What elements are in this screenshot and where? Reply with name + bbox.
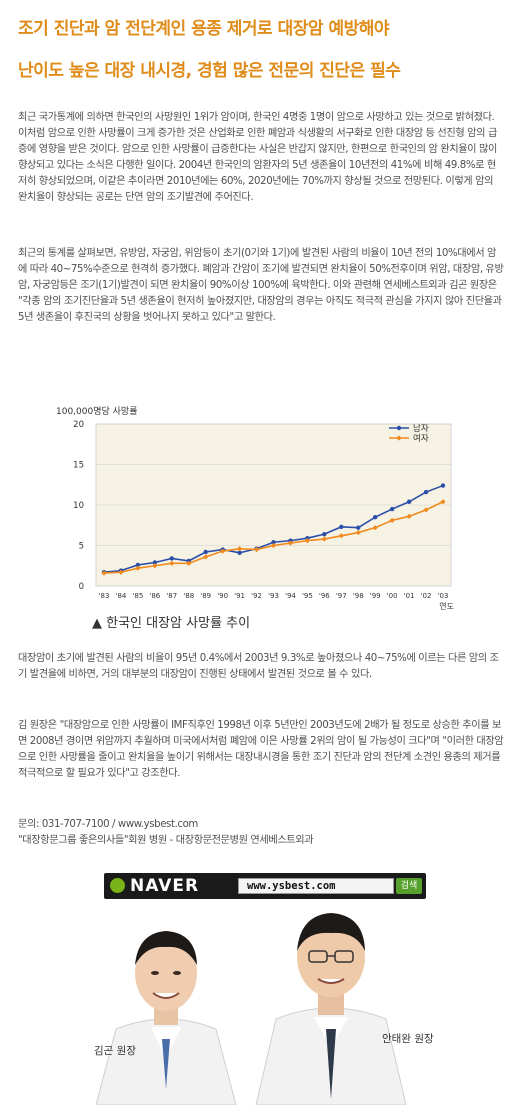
search-box[interactable]: www.ysbest.com <box>238 878 394 894</box>
data-point <box>237 546 243 552</box>
y-tick-label: 0 <box>79 582 84 592</box>
data-point <box>423 489 429 495</box>
contact-info: 문의: 031-707-7100 / www.ysbest.com "대장항문그… <box>18 817 504 849</box>
data-point <box>169 556 174 561</box>
y-tick-label: 10 <box>73 501 84 511</box>
contact-line-2: "대장항문그룹 좋은의사들"회원 병원 - 대장항문전문병원 연세베스트외과 <box>18 835 314 846</box>
chart-grid <box>95 423 452 587</box>
chart-caption: ▲ 한국인 대장암 사망률 추이 <box>92 616 251 631</box>
legend-label: 여자 <box>413 433 429 444</box>
legend-label: 남자 <box>413 424 429 434</box>
x-tick-label: '87 <box>166 592 177 600</box>
x-tick-label: '01 <box>404 592 415 600</box>
naver-logo: NAVER <box>130 876 200 896</box>
x-tick-label: '92 <box>251 592 262 600</box>
data-point <box>406 499 412 504</box>
contact-line-1: 문의: 031-707-7100 / www.ysbest.com <box>18 819 198 830</box>
article-paragraph-4: 김 원장은 "대장암으로 인한 사망률이 IMF직후인 1998년 이후 5년만… <box>18 720 504 779</box>
legend-marker <box>396 435 402 441</box>
data-point <box>186 560 192 566</box>
article-paragraph-3: 대장암이 초기에 발견된 사람의 비율이 95년 0.4%에서 2003년 9.… <box>18 653 499 680</box>
data-point <box>270 542 277 549</box>
y-tick-label: 5 <box>79 542 84 552</box>
y-tick-label: 15 <box>73 461 84 471</box>
x-tick-label: '97 <box>336 592 347 600</box>
x-tick-label: '93 <box>268 592 279 600</box>
article-paragraph-1: 최근 국가통계에 의하면 한국인의 사망원인 1위가 암이며, 한국인 4명중 … <box>18 112 497 203</box>
data-point <box>406 513 412 519</box>
naver-search-banner[interactable]: NAVER www.ysbest.com 검색 <box>104 873 426 899</box>
data-point <box>237 550 242 555</box>
x-tick-label: '98 <box>353 592 364 600</box>
doctors-illustration <box>95 913 407 1106</box>
headline-line-1: 조기 진단과 암 전단계인 용종 제거로 대장암 예방해야 <box>18 19 390 39</box>
x-tick-label: '95 <box>302 592 313 600</box>
chart-y-ticks: 0 5 10 15 20 <box>73 420 84 592</box>
data-point <box>440 499 446 505</box>
x-tick-label: '91 <box>234 592 245 600</box>
data-point <box>321 536 327 542</box>
x-tick-label: '03 <box>438 592 449 600</box>
left-doctor-figure <box>95 931 237 1106</box>
data-point <box>356 525 361 530</box>
search-button[interactable]: 검색 <box>396 878 422 894</box>
chart-x-axis-label: 연도 <box>439 602 454 611</box>
x-tick-label: '99 <box>370 592 381 600</box>
data-point <box>440 483 446 488</box>
data-point <box>135 562 141 568</box>
data-point <box>389 517 395 523</box>
data-point <box>169 560 175 566</box>
left-doctor-name: 김곤 원장 <box>94 1045 136 1057</box>
data-point <box>373 514 378 520</box>
data-point <box>203 549 208 555</box>
right-doctor-name: 안태완 원장 <box>382 1033 434 1045</box>
mortality-chart: 100,000명당 사망률 0 5 10 15 20 '83'84'85'86'87'8… <box>56 402 466 638</box>
data-point <box>322 531 327 537</box>
y-tick-label: 20 <box>73 420 84 430</box>
data-point <box>389 506 395 512</box>
chart-y-axis-label: 100,000명당 사망률 <box>56 406 137 417</box>
data-point <box>135 565 141 571</box>
x-tick-label: '00 <box>387 592 398 600</box>
data-point <box>152 560 158 565</box>
x-tick-label: '89 <box>200 592 211 600</box>
right-doctor-figure <box>255 913 407 1106</box>
headline-line-2: 난이도 높은 대장 내시경, 경험 많은 전문의 진단은 필수 <box>18 61 401 81</box>
x-tick-label: '88 <box>183 592 194 600</box>
x-tick-label: '96 <box>319 592 330 600</box>
search-text: www.ysbest.com <box>247 880 336 892</box>
x-tick-label: '85 <box>132 592 143 600</box>
doctors-photo: 김곤 원장 안태완 원장 <box>56 899 478 1106</box>
x-tick-label: '02 <box>421 592 432 600</box>
naver-logo-icon <box>110 878 125 893</box>
x-tick-label: '84 <box>116 592 127 600</box>
legend-marker <box>396 425 402 431</box>
x-tick-label: '83 <box>99 592 110 600</box>
data-point <box>152 563 158 569</box>
data-point <box>339 524 344 530</box>
chart-x-ticks: '83 '84 '85 '86 '87 '88 '89 '90 '91 '92 '93 '94 '95 '… <box>99 592 449 600</box>
data-point <box>287 540 294 546</box>
data-point <box>271 540 276 545</box>
x-tick-label: '86 <box>149 592 160 600</box>
chart-series <box>101 483 446 576</box>
x-tick-label: '90 <box>217 592 228 600</box>
article-paragraph-2: 최근의 통계를 살펴보면, 유방암, 자궁암, 위암등이 초기(0기와 1기)에… <box>18 248 504 323</box>
x-tick-label: '94 <box>285 592 296 600</box>
